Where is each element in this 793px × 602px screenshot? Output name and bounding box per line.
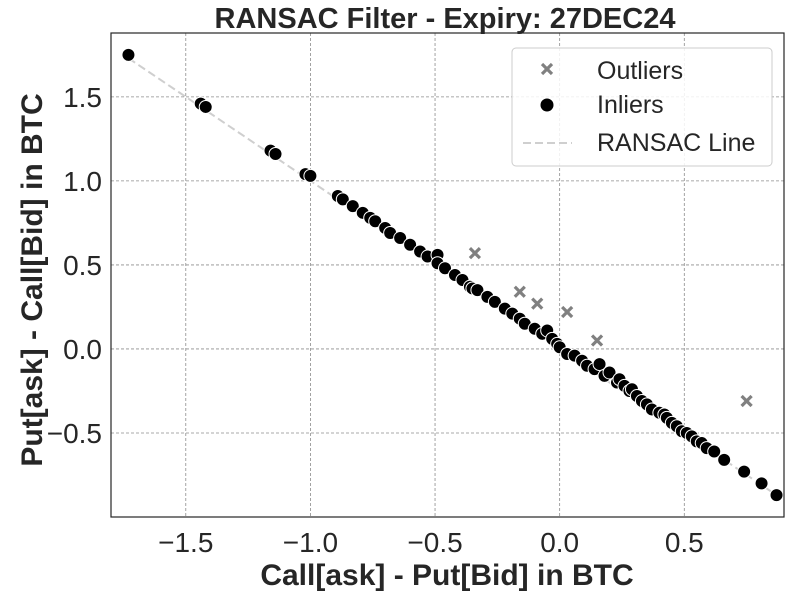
inlier-point <box>303 168 318 183</box>
outlier-point <box>513 285 526 298</box>
x-tick-label: −0.5 <box>407 527 462 558</box>
outlier-point <box>740 394 753 408</box>
outlier-point <box>590 334 604 347</box>
legend-box <box>511 47 773 167</box>
y-tick-label: −0.5 <box>47 418 102 449</box>
legend: Outliers Inliers RANSAC Line <box>511 47 773 167</box>
legend-ransac-label: RANSAC Line <box>597 129 755 157</box>
inlier-point <box>754 476 769 491</box>
inliers-layer <box>121 47 784 503</box>
y-axis-label: Put[ask] - Call[Bid] in BTC <box>16 93 49 466</box>
inlier-point <box>737 464 752 479</box>
inlier-point <box>592 357 607 372</box>
inlier-point <box>121 47 136 62</box>
inlier-point <box>438 261 453 276</box>
inlier-point <box>769 488 784 503</box>
inlier-point <box>335 192 350 207</box>
x-tick-label: 0.0 <box>540 527 579 558</box>
inlier-point <box>470 283 485 298</box>
x-tick-labels: −1.5 −1.0 −0.5 0.0 0.5 <box>158 527 704 558</box>
outlier-point <box>531 297 544 310</box>
chart-title: RANSAC Filter - Expiry: 27DEC24 <box>215 3 676 35</box>
legend-inliers-marker <box>539 97 555 113</box>
inlier-point <box>707 444 722 459</box>
y-tick-label: 0.5 <box>63 250 102 281</box>
x-tick-label: 0.5 <box>665 527 704 558</box>
y-tick-label: 0.0 <box>63 334 102 365</box>
outlier-point <box>468 247 482 260</box>
inlier-point <box>487 294 502 309</box>
y-tick-label: 1.5 <box>63 82 102 113</box>
legend-inliers-label: Inliers <box>597 91 664 119</box>
x-axis-label: Call[ask] - Put[Bid] in BTC <box>260 559 633 592</box>
legend-outliers-marker <box>540 62 554 76</box>
y-tick-labels: −0.5 0.0 0.5 1.0 1.5 <box>47 82 102 449</box>
x-tick-label: −1.5 <box>158 527 213 558</box>
outliers-layer <box>468 247 753 408</box>
plot-frame <box>110 32 785 518</box>
x-tick-label: −1.0 <box>283 527 338 558</box>
inlier-point <box>345 199 360 214</box>
inlier-point <box>403 237 418 252</box>
inlier-point <box>268 147 283 161</box>
inlier-point <box>198 99 213 114</box>
inlier-point <box>368 214 383 229</box>
y-tick-label: 1.0 <box>63 166 102 197</box>
outlier-point <box>561 305 574 319</box>
inlier-point <box>602 365 617 380</box>
inlier-point <box>393 231 408 246</box>
inlier-point <box>717 452 732 467</box>
legend-outliers-label: Outliers <box>597 57 683 85</box>
